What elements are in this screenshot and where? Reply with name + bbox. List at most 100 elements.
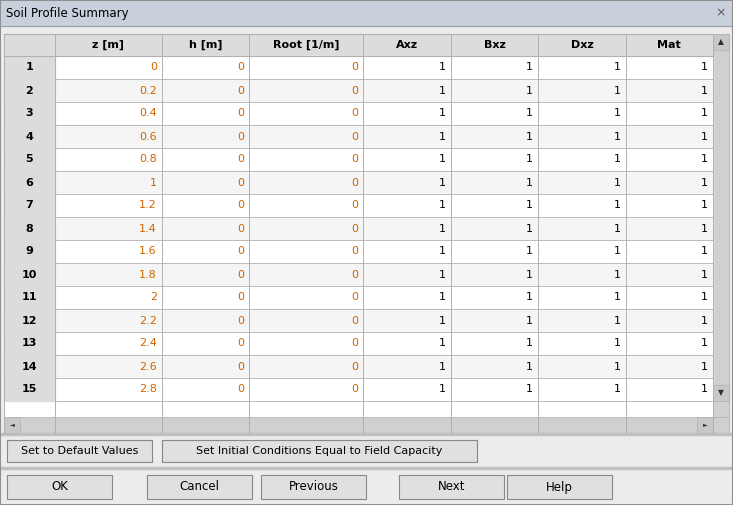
FancyBboxPatch shape: [7, 440, 152, 462]
Text: h [m]: h [m]: [189, 40, 222, 50]
Text: ×: ×: [715, 7, 726, 20]
Text: ◄: ◄: [10, 423, 15, 428]
Text: 1: 1: [701, 85, 708, 95]
Text: 0: 0: [237, 155, 244, 165]
FancyBboxPatch shape: [261, 475, 366, 499]
Text: 1: 1: [439, 200, 446, 211]
Text: 0.4: 0.4: [139, 109, 157, 119]
Text: 0: 0: [237, 270, 244, 279]
Text: Bxz: Bxz: [484, 40, 506, 50]
Bar: [4, 34, 713, 56]
Bar: [4, 79, 713, 102]
Bar: [4, 217, 713, 240]
Text: 1: 1: [439, 224, 446, 233]
Text: 1: 1: [614, 85, 621, 95]
Text: 14: 14: [22, 362, 37, 372]
Text: Axz: Axz: [396, 40, 418, 50]
Text: 1: 1: [701, 224, 708, 233]
Bar: [4, 355, 713, 378]
Text: 1.4: 1.4: [139, 224, 157, 233]
Text: 0: 0: [351, 292, 358, 302]
Text: 0: 0: [351, 85, 358, 95]
Text: 1: 1: [614, 362, 621, 372]
Text: 1: 1: [439, 155, 446, 165]
Bar: [713, 34, 729, 417]
Text: 1: 1: [439, 384, 446, 394]
Text: 1.6: 1.6: [139, 246, 157, 257]
Text: 1: 1: [701, 155, 708, 165]
Text: 3: 3: [26, 109, 33, 119]
Bar: [713, 34, 729, 50]
Text: 1: 1: [526, 109, 533, 119]
Text: Dxz: Dxz: [570, 40, 593, 50]
Text: 1: 1: [526, 85, 533, 95]
Text: 1: 1: [526, 224, 533, 233]
Text: Set to Default Values: Set to Default Values: [21, 446, 139, 456]
Text: 1: 1: [439, 270, 446, 279]
Text: 5: 5: [26, 155, 33, 165]
Text: 1: 1: [526, 246, 533, 257]
Text: 1: 1: [701, 63, 708, 73]
Text: 1: 1: [439, 131, 446, 141]
Text: 1: 1: [526, 362, 533, 372]
Text: 11: 11: [22, 292, 37, 302]
Text: Help: Help: [546, 480, 573, 493]
Text: 1: 1: [614, 246, 621, 257]
Bar: [4, 332, 713, 355]
Text: 1.8: 1.8: [139, 270, 157, 279]
Text: 0: 0: [351, 131, 358, 141]
Text: 1: 1: [439, 85, 446, 95]
Text: 7: 7: [26, 200, 34, 211]
Text: 0.8: 0.8: [139, 155, 157, 165]
Bar: [4, 148, 713, 171]
Text: 13: 13: [22, 338, 37, 348]
Text: 1: 1: [439, 63, 446, 73]
Bar: [4, 286, 55, 309]
Text: 1: 1: [614, 316, 621, 326]
Text: 1: 1: [526, 200, 533, 211]
Text: 0.6: 0.6: [139, 131, 157, 141]
Text: 1: 1: [701, 362, 708, 372]
Text: 1: 1: [701, 131, 708, 141]
Text: 6: 6: [26, 177, 34, 187]
Bar: [0, 0, 733, 26]
Bar: [4, 56, 713, 79]
Text: 1: 1: [526, 63, 533, 73]
Text: 1: 1: [526, 155, 533, 165]
Text: ►: ►: [703, 423, 707, 428]
Bar: [4, 56, 55, 79]
Text: 1: 1: [701, 270, 708, 279]
Text: 1: 1: [526, 384, 533, 394]
Text: 1: 1: [526, 177, 533, 187]
Bar: [4, 355, 55, 378]
Bar: [4, 171, 55, 194]
Bar: [4, 309, 55, 332]
Text: Soil Profile Summary: Soil Profile Summary: [6, 7, 128, 20]
FancyBboxPatch shape: [7, 475, 112, 499]
Text: 0: 0: [351, 109, 358, 119]
Text: 1: 1: [439, 109, 446, 119]
Bar: [4, 378, 713, 401]
Text: 1: 1: [439, 338, 446, 348]
Text: 1.2: 1.2: [139, 200, 157, 211]
Bar: [4, 125, 713, 148]
Text: Mat: Mat: [658, 40, 681, 50]
Bar: [4, 263, 713, 286]
Text: 1: 1: [614, 224, 621, 233]
Text: 0: 0: [237, 316, 244, 326]
Bar: [4, 102, 713, 125]
Text: 0: 0: [237, 200, 244, 211]
Bar: [697, 417, 713, 433]
Text: Root [1/m]: Root [1/m]: [273, 40, 339, 50]
Bar: [0, 433, 733, 435]
Text: 1: 1: [526, 338, 533, 348]
Bar: [4, 79, 55, 102]
Text: Previous: Previous: [289, 480, 339, 493]
Text: 1: 1: [614, 131, 621, 141]
FancyBboxPatch shape: [162, 440, 477, 462]
Text: 15: 15: [22, 384, 37, 394]
Text: Cancel: Cancel: [180, 480, 219, 493]
Bar: [4, 240, 713, 263]
Text: 0: 0: [351, 338, 358, 348]
Text: 0: 0: [237, 63, 244, 73]
